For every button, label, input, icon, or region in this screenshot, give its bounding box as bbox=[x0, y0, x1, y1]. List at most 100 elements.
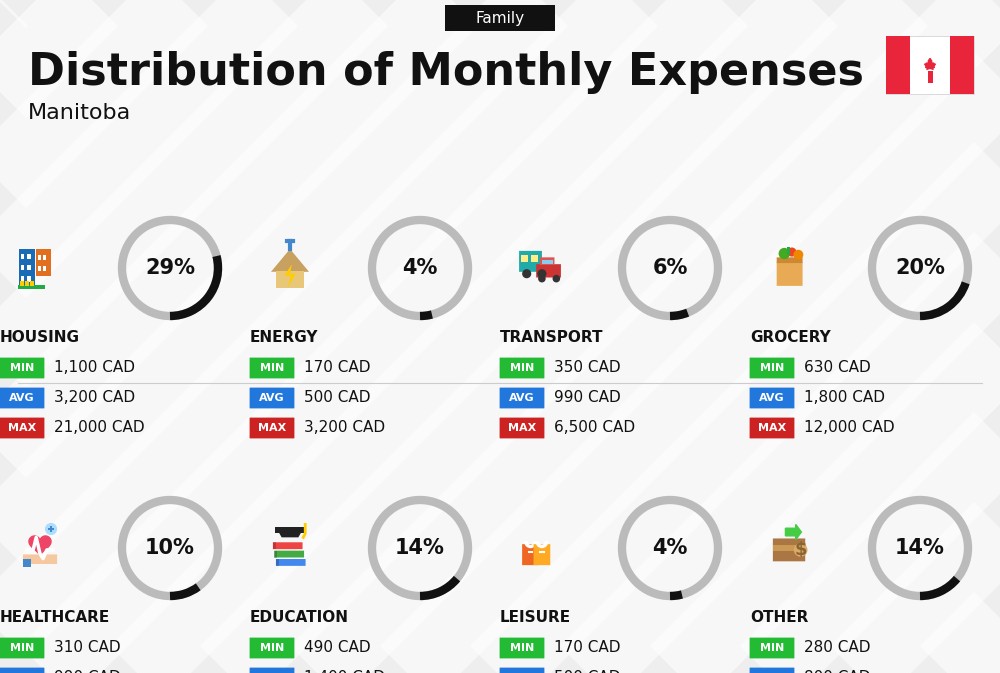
Text: 350 CAD: 350 CAD bbox=[554, 361, 621, 376]
FancyBboxPatch shape bbox=[27, 265, 31, 271]
Text: 4%: 4% bbox=[402, 258, 438, 278]
FancyBboxPatch shape bbox=[773, 538, 805, 561]
FancyBboxPatch shape bbox=[250, 357, 294, 378]
FancyBboxPatch shape bbox=[20, 281, 24, 286]
FancyBboxPatch shape bbox=[43, 254, 46, 260]
Text: GROCERY: GROCERY bbox=[750, 330, 831, 345]
Polygon shape bbox=[924, 59, 936, 69]
FancyBboxPatch shape bbox=[0, 388, 44, 409]
Circle shape bbox=[45, 523, 57, 535]
FancyBboxPatch shape bbox=[276, 559, 306, 566]
Text: Family: Family bbox=[475, 11, 525, 26]
Circle shape bbox=[522, 269, 531, 278]
Text: AVG: AVG bbox=[509, 393, 535, 403]
Text: HEALTHCARE: HEALTHCARE bbox=[0, 610, 110, 625]
FancyBboxPatch shape bbox=[787, 247, 790, 254]
FancyBboxPatch shape bbox=[0, 668, 44, 673]
FancyBboxPatch shape bbox=[250, 637, 294, 658]
FancyBboxPatch shape bbox=[536, 264, 561, 277]
FancyBboxPatch shape bbox=[521, 254, 528, 262]
Text: 10%: 10% bbox=[145, 538, 195, 558]
FancyBboxPatch shape bbox=[950, 36, 974, 94]
Text: OTHER: OTHER bbox=[750, 610, 808, 625]
Text: 310 CAD: 310 CAD bbox=[54, 641, 121, 656]
FancyBboxPatch shape bbox=[500, 388, 544, 409]
Polygon shape bbox=[279, 527, 301, 537]
FancyBboxPatch shape bbox=[500, 418, 544, 438]
FancyBboxPatch shape bbox=[23, 559, 31, 567]
Text: MIN: MIN bbox=[260, 363, 284, 373]
FancyBboxPatch shape bbox=[274, 551, 277, 557]
FancyBboxPatch shape bbox=[777, 257, 803, 263]
FancyBboxPatch shape bbox=[500, 668, 544, 673]
Circle shape bbox=[779, 248, 790, 259]
FancyBboxPatch shape bbox=[27, 277, 31, 282]
Text: $: $ bbox=[794, 541, 807, 559]
Text: MAX: MAX bbox=[8, 423, 36, 433]
Text: Manitoba: Manitoba bbox=[28, 103, 131, 123]
FancyBboxPatch shape bbox=[276, 559, 279, 566]
FancyBboxPatch shape bbox=[43, 266, 46, 271]
FancyBboxPatch shape bbox=[500, 357, 544, 378]
Text: 14%: 14% bbox=[895, 538, 945, 558]
FancyBboxPatch shape bbox=[542, 260, 553, 264]
Text: EDUCATION: EDUCATION bbox=[250, 610, 349, 625]
FancyBboxPatch shape bbox=[531, 254, 538, 262]
FancyBboxPatch shape bbox=[21, 277, 24, 282]
FancyBboxPatch shape bbox=[21, 254, 24, 259]
Text: 800 CAD: 800 CAD bbox=[804, 670, 870, 673]
FancyBboxPatch shape bbox=[25, 281, 29, 286]
Text: 4%: 4% bbox=[652, 538, 688, 558]
Text: LEISURE: LEISURE bbox=[500, 610, 571, 625]
Text: MAX: MAX bbox=[758, 423, 786, 433]
Text: ENERGY: ENERGY bbox=[250, 330, 318, 345]
FancyBboxPatch shape bbox=[30, 281, 34, 286]
FancyBboxPatch shape bbox=[36, 249, 51, 276]
Polygon shape bbox=[29, 536, 51, 556]
Text: 12,000 CAD: 12,000 CAD bbox=[804, 421, 895, 435]
FancyBboxPatch shape bbox=[750, 418, 794, 438]
Text: AVG: AVG bbox=[9, 393, 35, 403]
FancyBboxPatch shape bbox=[50, 526, 52, 532]
Text: 500 CAD: 500 CAD bbox=[554, 670, 620, 673]
FancyBboxPatch shape bbox=[250, 668, 294, 673]
FancyBboxPatch shape bbox=[445, 5, 555, 31]
FancyBboxPatch shape bbox=[274, 551, 304, 557]
Circle shape bbox=[538, 275, 546, 283]
FancyBboxPatch shape bbox=[750, 357, 794, 378]
Polygon shape bbox=[785, 524, 801, 540]
Text: 29%: 29% bbox=[145, 258, 195, 278]
FancyBboxPatch shape bbox=[273, 542, 276, 549]
Text: MAX: MAX bbox=[258, 423, 286, 433]
FancyBboxPatch shape bbox=[777, 262, 803, 286]
Text: 1,800 CAD: 1,800 CAD bbox=[804, 390, 885, 406]
Text: MIN: MIN bbox=[10, 643, 34, 653]
Text: TRANSPORT: TRANSPORT bbox=[500, 330, 604, 345]
FancyBboxPatch shape bbox=[773, 545, 805, 551]
Text: 3,200 CAD: 3,200 CAD bbox=[304, 421, 385, 435]
Text: MIN: MIN bbox=[10, 363, 34, 373]
Text: AVG: AVG bbox=[259, 393, 285, 403]
FancyBboxPatch shape bbox=[519, 251, 542, 272]
Circle shape bbox=[787, 248, 796, 256]
FancyBboxPatch shape bbox=[522, 544, 539, 565]
Circle shape bbox=[794, 543, 807, 557]
FancyBboxPatch shape bbox=[38, 266, 41, 271]
FancyBboxPatch shape bbox=[0, 637, 44, 658]
Text: 490 CAD: 490 CAD bbox=[304, 641, 371, 656]
FancyBboxPatch shape bbox=[19, 249, 35, 287]
FancyBboxPatch shape bbox=[18, 285, 45, 289]
FancyBboxPatch shape bbox=[48, 528, 54, 530]
Circle shape bbox=[537, 269, 546, 278]
Text: 990 CAD: 990 CAD bbox=[54, 670, 121, 673]
Text: 1,400 CAD: 1,400 CAD bbox=[304, 670, 385, 673]
FancyBboxPatch shape bbox=[750, 388, 794, 409]
Text: 21,000 CAD: 21,000 CAD bbox=[54, 421, 145, 435]
Text: 1,100 CAD: 1,100 CAD bbox=[54, 361, 135, 376]
FancyBboxPatch shape bbox=[534, 544, 550, 565]
Text: HOUSING: HOUSING bbox=[0, 330, 80, 345]
Text: 630 CAD: 630 CAD bbox=[804, 361, 871, 376]
Text: MIN: MIN bbox=[510, 363, 534, 373]
FancyBboxPatch shape bbox=[0, 418, 44, 438]
FancyBboxPatch shape bbox=[250, 418, 294, 438]
